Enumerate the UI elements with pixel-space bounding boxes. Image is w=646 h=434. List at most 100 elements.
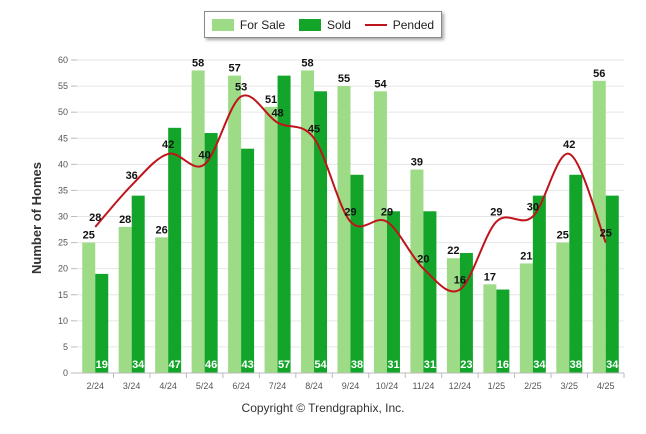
label-pended: 29 xyxy=(344,207,356,219)
y-tick-label: 15 xyxy=(58,290,68,300)
x-tick-label: 1/25 xyxy=(488,381,506,391)
x-tick-label: 10/24 xyxy=(376,381,399,391)
bar-for-sale xyxy=(446,258,460,373)
legend-swatch-for-sale xyxy=(211,18,234,31)
legend-item-pended: Pended xyxy=(364,18,434,32)
y-tick-label: 35 xyxy=(58,185,68,195)
label-for-sale: 57 xyxy=(228,63,240,75)
bar-for-sale xyxy=(301,70,315,373)
label-sold: 43 xyxy=(241,359,253,371)
label-for-sale: 21 xyxy=(520,250,532,262)
label-for-sale: 51 xyxy=(265,94,277,106)
legend: For Sale Sold Pended xyxy=(204,11,442,38)
label-for-sale: 56 xyxy=(593,68,605,80)
label-pended: 45 xyxy=(308,123,320,135)
y-tick-label: 0 xyxy=(63,368,68,378)
label-pended: 29 xyxy=(490,207,502,219)
x-tick-label: 11/24 xyxy=(413,381,435,391)
bar-for-sale xyxy=(556,242,570,373)
bar-sold xyxy=(131,195,145,373)
label-for-sale: 17 xyxy=(484,271,496,283)
y-tick-label: 55 xyxy=(58,81,68,91)
bar-for-sale xyxy=(155,237,169,373)
label-pended: 16 xyxy=(454,275,466,287)
x-axis: 2/24 3/24 4/24 5/24 6/24 7/24 8/24 9/24 10/24 11/… xyxy=(77,372,625,391)
x-tick-label: 6/24 xyxy=(232,381,250,391)
bar-sold xyxy=(95,273,109,373)
label-sold: 23 xyxy=(460,359,472,371)
x-tick-label: 2/25 xyxy=(524,381,542,391)
label-sold: 47 xyxy=(169,359,181,371)
label-for-sale: 39 xyxy=(411,157,423,169)
label-pended: 30 xyxy=(527,202,539,214)
data-labels: 25 19 28 34 26 47 58 46 57 43 51 57 58 54 55 38 54 31 39 31… xyxy=(83,57,620,371)
x-tick-label: 9/24 xyxy=(342,381,360,391)
label-for-sale: 25 xyxy=(83,230,95,242)
y-tick-label: 5 xyxy=(63,342,68,352)
label-pended: 25 xyxy=(600,228,612,240)
bar-sold xyxy=(204,133,218,373)
bar-for-sale xyxy=(519,263,533,373)
label-for-sale: 22 xyxy=(447,245,459,257)
x-tick-label: 4/24 xyxy=(159,381,177,391)
y-tick-label: 50 xyxy=(58,107,68,117)
bar-sold xyxy=(569,174,583,373)
bar-for-sale xyxy=(410,169,424,373)
bar-for-sale xyxy=(191,70,205,373)
legend-swatch-sold xyxy=(298,18,321,31)
bar-for-sale xyxy=(373,91,387,374)
bar-for-sale xyxy=(337,86,351,373)
label-sold: 19 xyxy=(96,359,108,371)
bar-sold xyxy=(423,211,437,373)
label-sold: 38 xyxy=(570,359,582,371)
y-tick-label: 30 xyxy=(58,212,68,222)
label-for-sale: 25 xyxy=(557,230,569,242)
legend-item-for-sale: For Sale xyxy=(211,18,285,32)
bar-sold xyxy=(277,75,291,374)
bars xyxy=(82,70,619,374)
label-for-sale: 55 xyxy=(338,73,350,85)
label-pended: 53 xyxy=(235,82,247,94)
x-tick-label: 3/24 xyxy=(123,381,141,391)
y-tick-label: 40 xyxy=(58,159,68,169)
x-tick-label: 12/24 xyxy=(449,381,472,391)
y-axis-label: Number of Homes xyxy=(29,162,44,274)
bar-for-sale xyxy=(483,284,497,373)
bar-sold xyxy=(532,195,546,373)
label-for-sale: 26 xyxy=(156,224,168,236)
bar-for-sale xyxy=(82,242,96,373)
label-for-sale: 54 xyxy=(374,78,387,90)
legend-swatch-pended xyxy=(364,23,387,26)
label-pended: 40 xyxy=(199,149,211,161)
bar-sold xyxy=(459,253,473,373)
label-sold: 31 xyxy=(424,359,436,371)
x-tick-label: 8/24 xyxy=(305,381,323,391)
y-axis: 0 5 10 15 20 25 30 35 40 45 50 55 60 xyxy=(58,55,77,378)
label-sold: 46 xyxy=(205,359,217,371)
label-sold: 34 xyxy=(606,359,619,371)
label-sold: 57 xyxy=(278,359,290,371)
label-pended: 42 xyxy=(162,139,174,151)
x-tick-label: 2/24 xyxy=(86,381,104,391)
bar-sold xyxy=(168,127,182,373)
label-sold: 16 xyxy=(497,359,509,371)
bar-sold xyxy=(386,211,400,373)
bar-for-sale xyxy=(264,106,278,373)
y-tick-label: 10 xyxy=(58,316,68,326)
label-pended: 29 xyxy=(381,207,393,219)
label-sold: 34 xyxy=(533,359,546,371)
label-sold: 54 xyxy=(314,359,327,371)
label-sold: 34 xyxy=(132,359,145,371)
x-tick-label: 3/25 xyxy=(561,381,579,391)
legend-label-sold: Sold xyxy=(326,17,351,32)
legend-item-sold: Sold xyxy=(298,17,351,32)
bar-sold xyxy=(314,91,328,374)
bar-sold xyxy=(350,174,364,373)
copyright-footer: Copyright © Trendgraphix, Inc. xyxy=(241,401,405,415)
label-pended: 48 xyxy=(271,108,283,120)
bar-for-sale xyxy=(228,75,242,374)
label-pended: 36 xyxy=(126,170,138,182)
bar-for-sale xyxy=(592,80,606,373)
y-tick-label: 45 xyxy=(58,133,68,143)
label-sold: 38 xyxy=(351,359,363,371)
